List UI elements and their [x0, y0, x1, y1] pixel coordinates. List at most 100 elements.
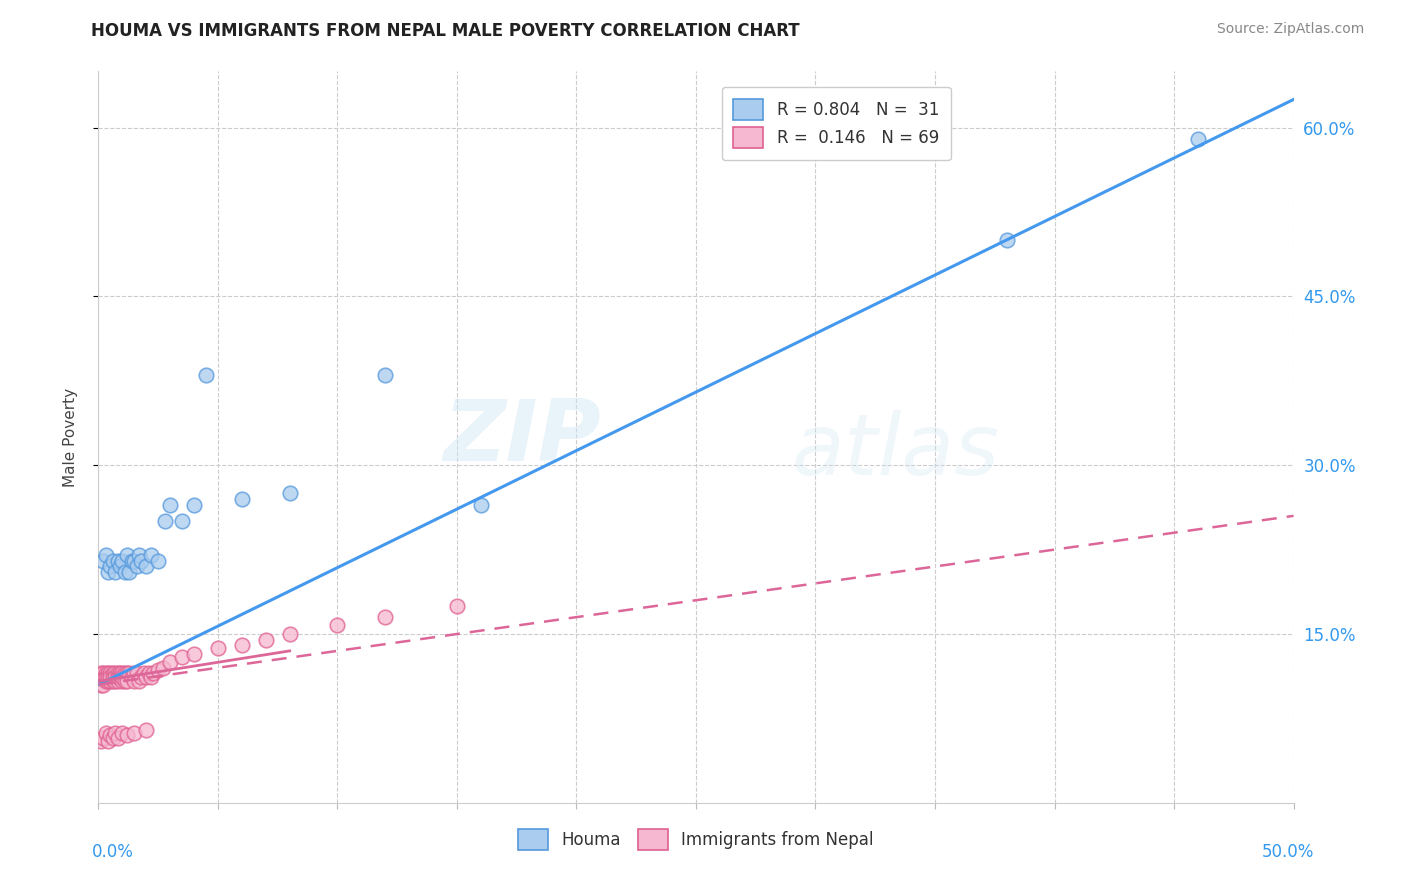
Point: [128, 674, 150, 689]
Point: [114, 565, 136, 579]
Point: [91, 666, 114, 681]
Point: [94, 726, 117, 740]
Point: [148, 663, 170, 677]
Point: [90, 734, 112, 748]
Point: [172, 649, 194, 664]
Point: [97, 666, 120, 681]
Point: [101, 731, 124, 745]
Point: [183, 498, 205, 512]
Point: [124, 674, 146, 689]
Text: 50.0%: 50.0%: [1263, 843, 1315, 861]
Point: [152, 661, 174, 675]
Point: [107, 554, 129, 568]
Point: [91, 554, 114, 568]
Point: [115, 674, 138, 689]
Point: [231, 638, 253, 652]
Point: [111, 554, 134, 568]
Point: [98, 728, 122, 742]
Point: [231, 491, 253, 506]
Point: [94, 548, 117, 562]
Point: [326, 618, 349, 632]
Point: [155, 515, 177, 529]
Point: [111, 666, 134, 681]
Point: [374, 368, 396, 383]
Point: [101, 554, 124, 568]
Point: [207, 640, 229, 655]
Point: [159, 655, 181, 669]
Point: [128, 548, 150, 562]
Point: [101, 674, 124, 689]
Point: [104, 674, 127, 689]
Point: [97, 734, 120, 748]
Y-axis label: Male Poverty: Male Poverty: [63, 387, 77, 487]
Point: [446, 599, 468, 613]
Point: [104, 670, 127, 684]
Point: [135, 723, 157, 737]
Point: [108, 666, 131, 681]
Point: [124, 726, 146, 740]
Point: [94, 666, 117, 681]
Point: [114, 666, 136, 681]
Point: [91, 678, 114, 692]
Point: [125, 666, 148, 681]
Point: [111, 674, 134, 689]
Point: [98, 670, 122, 684]
Point: [118, 666, 141, 681]
Text: 0.0%: 0.0%: [91, 843, 134, 861]
Point: [91, 672, 114, 686]
Point: [108, 670, 131, 684]
Point: [98, 666, 122, 681]
Point: [101, 670, 124, 684]
Point: [135, 559, 157, 574]
Point: [94, 670, 117, 684]
Point: [98, 674, 122, 689]
Point: [131, 554, 153, 568]
Point: [121, 554, 143, 568]
Point: [159, 498, 181, 512]
Point: [107, 670, 129, 684]
Point: [97, 565, 120, 579]
Point: [115, 728, 138, 742]
Point: [995, 233, 1018, 247]
Point: [139, 548, 162, 562]
Point: [254, 632, 277, 647]
Point: [172, 515, 194, 529]
Point: [90, 678, 112, 692]
Point: [98, 559, 122, 574]
Point: [104, 565, 127, 579]
Text: ZIP: ZIP: [443, 395, 600, 479]
Point: [124, 666, 146, 681]
Point: [135, 670, 157, 684]
Point: [94, 674, 117, 689]
Point: [107, 674, 129, 689]
Text: HOUMA VS IMMIGRANTS FROM NEPAL MALE POVERTY CORRELATION CHART: HOUMA VS IMMIGRANTS FROM NEPAL MALE POVE…: [91, 22, 800, 40]
Point: [195, 368, 218, 383]
Point: [470, 498, 492, 512]
Point: [111, 726, 134, 740]
Point: [104, 666, 127, 681]
Point: [374, 610, 396, 624]
Point: [107, 731, 129, 745]
Point: [90, 672, 112, 686]
Point: [124, 554, 146, 568]
Text: atlas: atlas: [792, 410, 1000, 493]
Point: [278, 486, 301, 500]
Point: [142, 666, 165, 681]
Point: [131, 670, 153, 684]
Point: [115, 548, 138, 562]
Point: [183, 647, 205, 661]
Point: [121, 670, 143, 684]
Point: [101, 666, 124, 681]
Point: [91, 731, 114, 745]
Point: [104, 726, 127, 740]
Point: [139, 670, 162, 684]
Point: [132, 666, 155, 681]
Point: [115, 666, 138, 681]
Point: [278, 627, 301, 641]
Point: [125, 559, 148, 574]
Point: [138, 666, 160, 681]
Point: [111, 670, 134, 684]
Point: [148, 554, 170, 568]
Point: [90, 666, 112, 681]
Point: [107, 666, 129, 681]
